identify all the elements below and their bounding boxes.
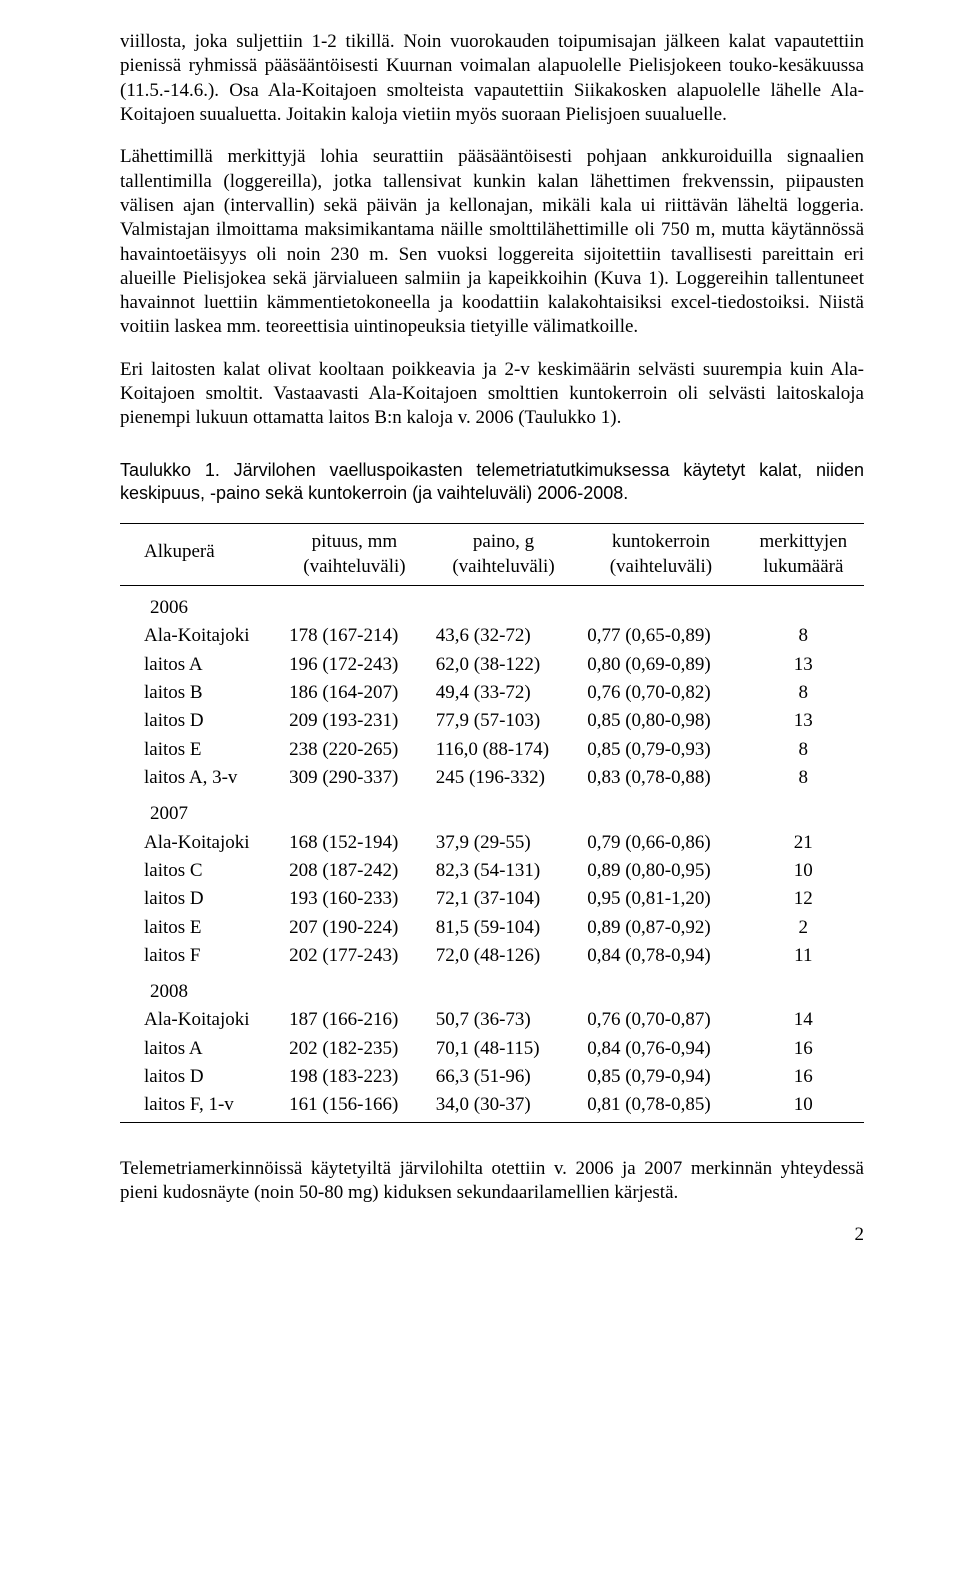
- table-row: Ala-Koitajoki178 (167-214)43,6 (32-72)0,…: [120, 622, 864, 650]
- table-row: laitos F202 (177-243)72,0 (48-126)0,84 (…: [120, 942, 864, 970]
- col-weight: paino, g(vaihteluväli): [428, 524, 579, 586]
- table-row: Ala-Koitajoki187 (166-216)50,7 (36-73)0,…: [120, 1006, 864, 1034]
- paragraph: viillosta, joka suljettiin 1-2 tikillä. …: [120, 30, 864, 127]
- table-row: laitos D209 (193-231)77,9 (57-103)0,85 (…: [120, 707, 864, 735]
- table-row: laitos D193 (160-233)72,1 (37-104)0,95 (…: [120, 885, 864, 913]
- paragraph: Telemetriamerkinnöissä käytetyiltä järvi…: [120, 1157, 864, 1206]
- table-row: laitos B186 (164-207)49,4 (33-72)0,76 (0…: [120, 679, 864, 707]
- table-year-row: 2007: [120, 792, 864, 828]
- table-row: laitos C208 (187-242)82,3 (54-131)0,89 (…: [120, 857, 864, 885]
- col-count: merkittyjenlukumäärä: [743, 524, 864, 586]
- table-row: laitos E238 (220-265)116,0 (88-174)0,85 …: [120, 736, 864, 764]
- table-row: laitos F, 1-v161 (156-166)34,0 (30-37)0,…: [120, 1091, 864, 1122]
- data-table: Alkuperä pituus, mm(vaihteluväli) paino,…: [120, 523, 864, 1122]
- table-row: laitos E207 (190-224)81,5 (59-104)0,89 (…: [120, 914, 864, 942]
- col-condition: kuntokerroin(vaihteluväli): [579, 524, 742, 586]
- table-row: laitos D198 (183-223)66,3 (51-96)0,85 (0…: [120, 1063, 864, 1091]
- paragraph: Lähettimillä merkittyjä lohia seurattiin…: [120, 145, 864, 340]
- table-row: laitos A196 (172-243)62,0 (38-122)0,80 (…: [120, 651, 864, 679]
- table-year-row: 2008: [120, 970, 864, 1006]
- table-caption: Taulukko 1. Järvilohen vaelluspoikasten …: [120, 459, 864, 506]
- col-origin: Alkuperä: [120, 524, 281, 586]
- table-row: laitos A202 (182-235)70,1 (48-115)0,84 (…: [120, 1035, 864, 1063]
- paragraph: Eri laitosten kalat olivat kooltaan poik…: [120, 358, 864, 431]
- table-row: Ala-Koitajoki168 (152-194)37,9 (29-55)0,…: [120, 829, 864, 857]
- page-number: 2: [120, 1223, 864, 1247]
- table-row: laitos A, 3-v309 (290-337)245 (196-332)0…: [120, 764, 864, 792]
- table-year-row: 2006: [120, 586, 864, 623]
- table-header-row: Alkuperä pituus, mm(vaihteluväli) paino,…: [120, 524, 864, 586]
- col-length: pituus, mm(vaihteluväli): [281, 524, 428, 586]
